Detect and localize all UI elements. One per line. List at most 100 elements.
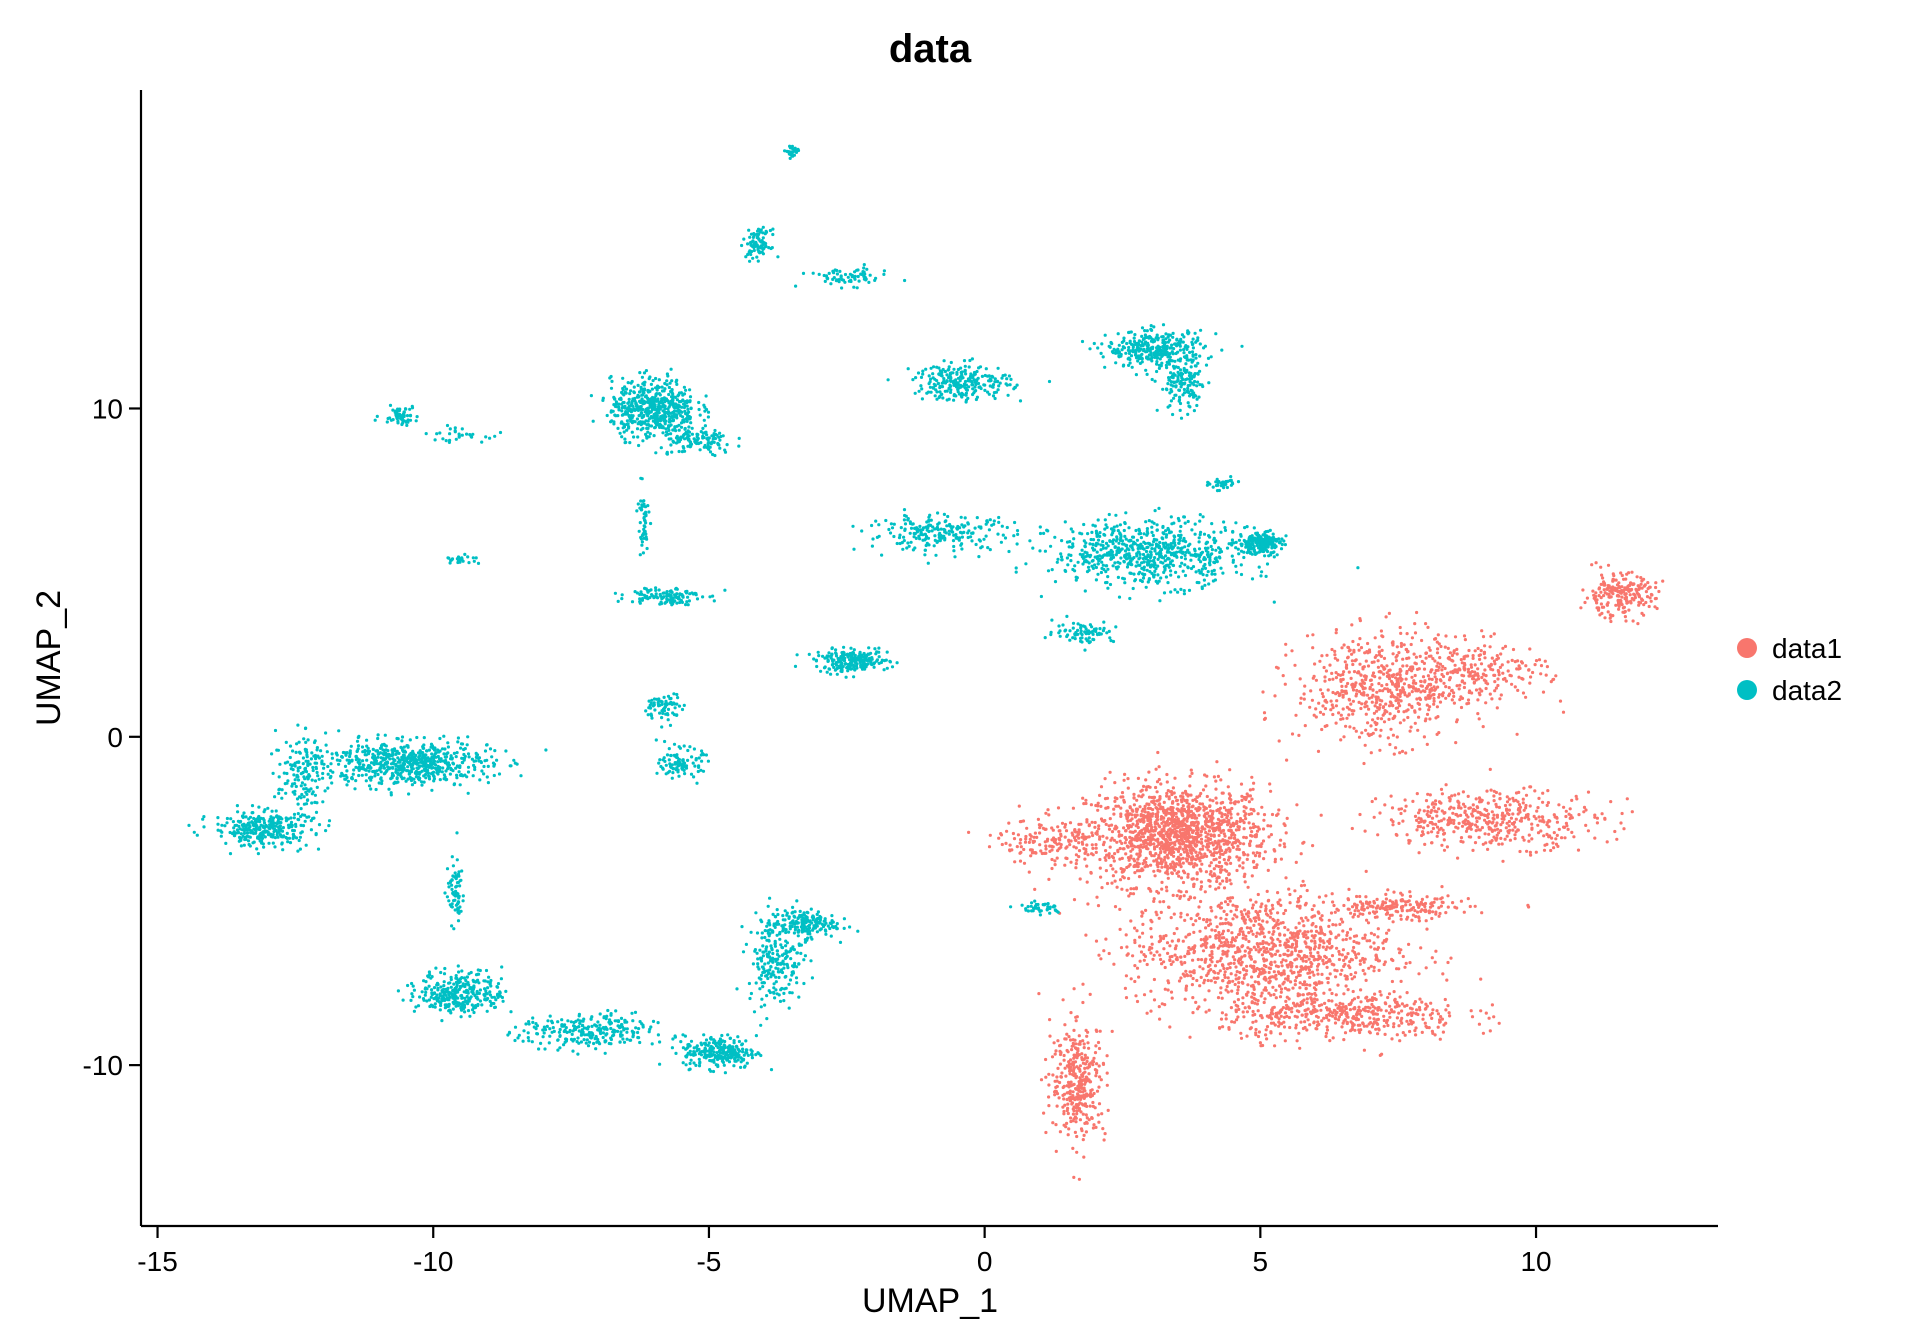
point-data1 [1268, 782, 1272, 786]
point-data1 [1439, 787, 1444, 792]
point-data1 [1555, 833, 1559, 838]
point-data1 [1309, 929, 1313, 933]
point-data1 [1125, 953, 1129, 957]
point-data1 [1218, 882, 1222, 886]
point-data1 [1149, 989, 1153, 993]
point-data1 [1148, 785, 1152, 789]
point-data1 [1622, 827, 1626, 831]
point-data1 [1338, 952, 1342, 956]
point-data1 [1439, 1015, 1443, 1019]
point-data1 [1097, 1085, 1101, 1089]
point-data1 [1410, 705, 1414, 710]
point-data1 [1180, 824, 1184, 828]
point-data1 [1404, 961, 1408, 966]
point-data1 [1217, 860, 1222, 865]
point-data1 [1107, 856, 1111, 860]
point-data1 [1320, 972, 1324, 977]
point-data1 [1318, 710, 1323, 715]
point-data1 [1197, 916, 1202, 921]
point-data1 [1122, 868, 1126, 872]
point-data1 [1287, 945, 1291, 949]
point-data1 [1418, 707, 1422, 711]
point-data1 [1508, 803, 1512, 807]
point-data1 [1401, 657, 1405, 661]
point-data1 [1213, 873, 1217, 878]
point-data1 [1153, 802, 1157, 806]
point-data1 [1276, 812, 1280, 816]
point-data1 [1466, 698, 1471, 702]
point-data1 [1399, 699, 1403, 703]
point-data1 [1418, 997, 1422, 1001]
point-data1 [1374, 910, 1379, 914]
point-data1 [1310, 939, 1314, 943]
point-data1 [1305, 634, 1310, 638]
point-data1 [1468, 904, 1472, 909]
point-data1 [1603, 583, 1607, 587]
point-data1 [1375, 1012, 1379, 1016]
point-data1 [1149, 863, 1153, 867]
point-data1 [1170, 812, 1174, 816]
point-data1 [1507, 812, 1511, 817]
point-data1 [1273, 952, 1277, 957]
point-data1 [1142, 816, 1146, 820]
point-data1 [1429, 1001, 1433, 1005]
point-data1 [1135, 999, 1140, 1004]
point-data1 [1305, 997, 1309, 1001]
point-data1 [1162, 947, 1166, 951]
point-data1 [1037, 992, 1041, 996]
point-data1 [1225, 984, 1229, 989]
point-data1 [1227, 1027, 1231, 1031]
point-data1 [1246, 885, 1250, 889]
point-data1 [1250, 1001, 1254, 1005]
point-data1 [1446, 905, 1450, 909]
point-data1 [1306, 936, 1310, 940]
point-data1 [1075, 1134, 1079, 1139]
point-data1 [1058, 1062, 1062, 1066]
point-data1 [1174, 944, 1178, 948]
point-data1 [1252, 923, 1256, 928]
point-data1 [1420, 819, 1424, 823]
point-data1 [1315, 968, 1319, 972]
point-data1 [1069, 1065, 1073, 1069]
point-data1 [1264, 1033, 1268, 1037]
point-data1 [1306, 992, 1310, 996]
point-data1 [1395, 1000, 1399, 1005]
point-data1 [1468, 689, 1472, 693]
point-data1 [1406, 708, 1410, 712]
point-data1 [1389, 794, 1393, 798]
point-data1 [1152, 899, 1156, 904]
point-data1 [1136, 845, 1140, 849]
point-data1 [1229, 882, 1233, 886]
point-data1 [1358, 619, 1362, 623]
point-data1 [1185, 798, 1189, 803]
point-data1 [1609, 800, 1613, 804]
point-data1 [1217, 824, 1221, 828]
point-data1 [1063, 1066, 1067, 1070]
point-data1 [1147, 803, 1151, 807]
point-data1 [1229, 922, 1233, 926]
point-data1 [1167, 834, 1171, 839]
point-data1 [1336, 1006, 1340, 1010]
point-data1 [1361, 956, 1365, 961]
point-data1 [1209, 837, 1213, 842]
point-data1 [1396, 910, 1400, 914]
point-data1 [1156, 810, 1160, 814]
point-data1 [1150, 800, 1154, 804]
point-data1 [1424, 909, 1428, 913]
point-data1 [1469, 827, 1473, 831]
point-data1 [1436, 685, 1440, 689]
point-data1 [1262, 1000, 1266, 1005]
point-data1 [1279, 921, 1283, 925]
point-data1 [1615, 583, 1620, 587]
point-data1 [1123, 841, 1127, 845]
point-data1 [1169, 962, 1173, 967]
point-data1 [1127, 858, 1131, 862]
point-data1 [1094, 843, 1098, 847]
point-data1 [1373, 1006, 1377, 1010]
point-data1 [1372, 969, 1376, 973]
point-data1 [1422, 661, 1426, 666]
point-data1 [1494, 802, 1498, 807]
point-data1 [1346, 952, 1350, 956]
point-data1 [1084, 847, 1088, 852]
point-data1 [1229, 825, 1233, 829]
